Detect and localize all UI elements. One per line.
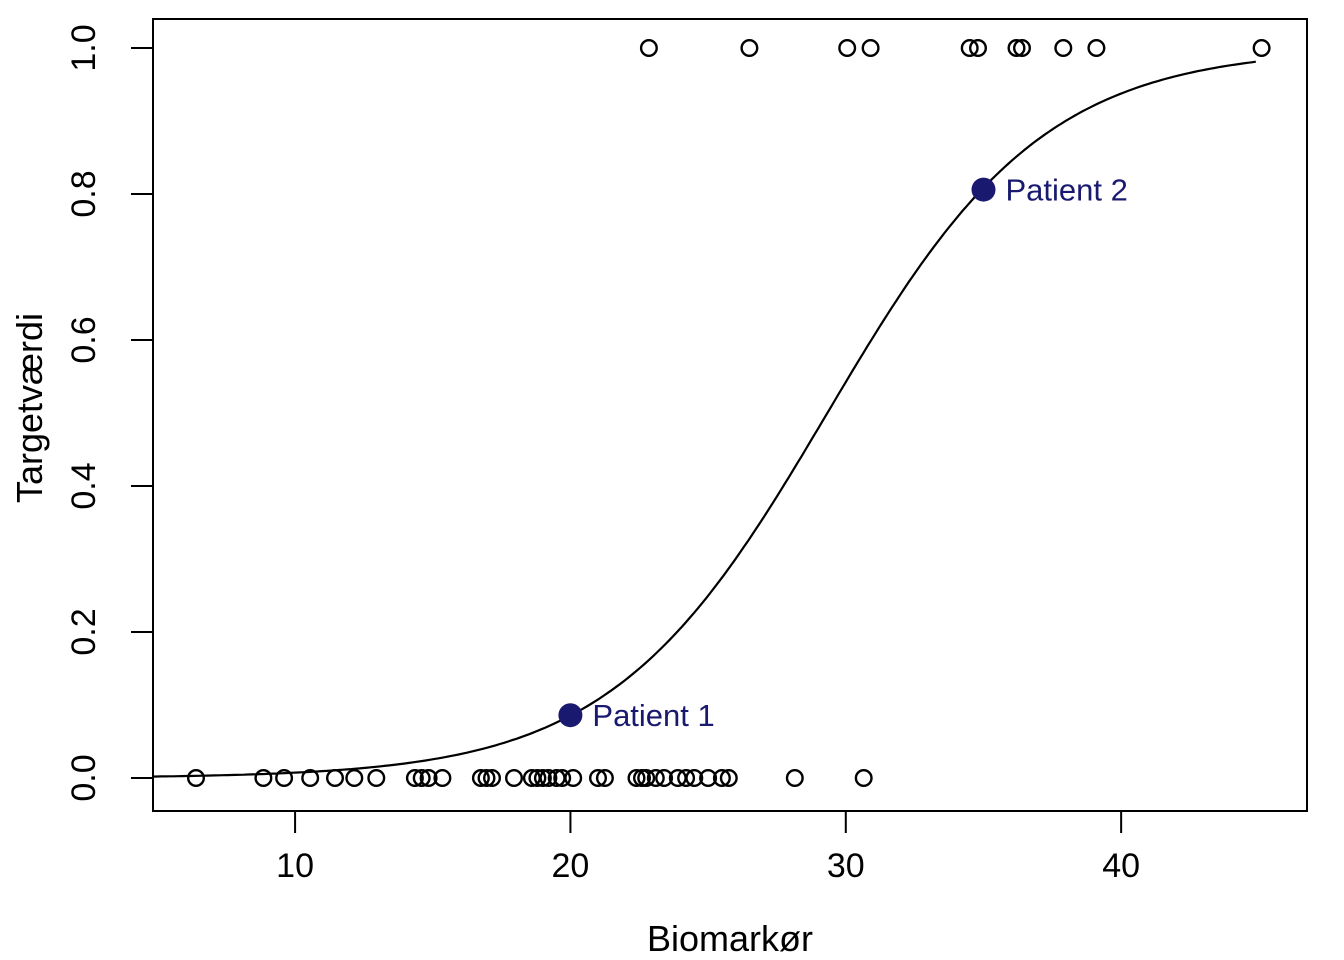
data-point-outcome-0-observations (505, 769, 524, 788)
y-tick-label: 0.8 (65, 170, 103, 217)
x-tick-label: 30 (827, 847, 865, 885)
x-axis-title: Biomarkør (646, 918, 814, 959)
data-point-outcome-1-observations (838, 39, 857, 58)
data-point-outcome-0-observations (637, 769, 656, 788)
highlight-label-patient-2: Patient 2 (1006, 173, 1128, 208)
y-tick-label: 0.6 (65, 316, 103, 363)
data-point-outcome-1-observations (1007, 39, 1026, 58)
data-point-outcome-0-observations (254, 769, 273, 788)
data-point-outcome-0-observations (483, 769, 502, 788)
data-point-outcome-0-observations (646, 769, 665, 788)
data-point-outcome-0-observations (412, 769, 431, 788)
y-axis-title: Targetværdi (9, 312, 50, 504)
data-point-outcome-0-observations (539, 769, 558, 788)
data-point-outcome-0-observations (595, 769, 614, 788)
data-point-outcome-0-observations (699, 769, 718, 788)
data-point-outcome-0-observations (345, 769, 364, 788)
x-tick-label: 40 (1102, 847, 1140, 885)
data-point-outcome-0-observations (528, 769, 547, 788)
data-point-outcome-0-observations (326, 769, 345, 788)
data-point-outcome-1-observations (639, 39, 658, 58)
data-point-outcome-0-observations (564, 769, 583, 788)
data-point-outcome-0-observations (301, 769, 320, 788)
data-point-outcome-1-observations (1013, 39, 1032, 58)
x-tick-label: 20 (552, 847, 590, 885)
data-point-outcome-1-observations (1054, 39, 1073, 58)
y-tick-label: 1.0 (65, 24, 103, 71)
data-point-outcome-0-observations (275, 769, 294, 788)
data-point-outcome-0-observations (471, 769, 490, 788)
data-point-outcome-0-observations (854, 769, 873, 788)
highlight-point-patient-1 (558, 703, 583, 728)
data-point-outcome-1-observations (861, 39, 880, 58)
y-tick-label: 0.2 (65, 608, 103, 655)
data-point-outcome-0-observations (677, 769, 696, 788)
data-point-outcome-0-observations (712, 769, 731, 788)
data-point-outcome-0-observations (627, 769, 646, 788)
data-point-outcome-1-observations (960, 39, 979, 58)
data-point-outcome-0-observations (533, 769, 552, 788)
plot-border (152, 18, 1308, 812)
data-point-outcome-1-observations (1087, 39, 1106, 58)
data-point-outcome-0-observations (367, 769, 386, 788)
data-point-outcome-0-observations (589, 769, 608, 788)
y-tick-label: 0.0 (65, 754, 103, 801)
y-tick-label: 0.4 (65, 462, 103, 509)
highlight-point-patient-2 (971, 177, 996, 202)
data-point-outcome-0-observations (419, 769, 438, 788)
highlight-label-patient-1: Patient 1 (592, 698, 714, 733)
x-tick-label: 10 (276, 847, 314, 885)
data-point-outcome-1-observations (969, 39, 988, 58)
data-point-outcome-0-observations (405, 769, 424, 788)
data-point-outcome-0-observations (719, 769, 738, 788)
data-point-outcome-0-observations (477, 769, 496, 788)
data-point-outcome-1-observations (1252, 39, 1271, 58)
logistic-curve (152, 60, 1256, 778)
data-point-outcome-0-observations (685, 769, 704, 788)
data-point-outcome-1-observations (740, 39, 759, 58)
data-point-outcome-0-observations (433, 769, 452, 788)
data-point-outcome-0-observations (186, 769, 205, 788)
data-point-outcome-0-observations (785, 769, 804, 788)
data-point-outcome-0-observations (655, 769, 674, 788)
data-point-outcome-0-observations (553, 769, 572, 788)
